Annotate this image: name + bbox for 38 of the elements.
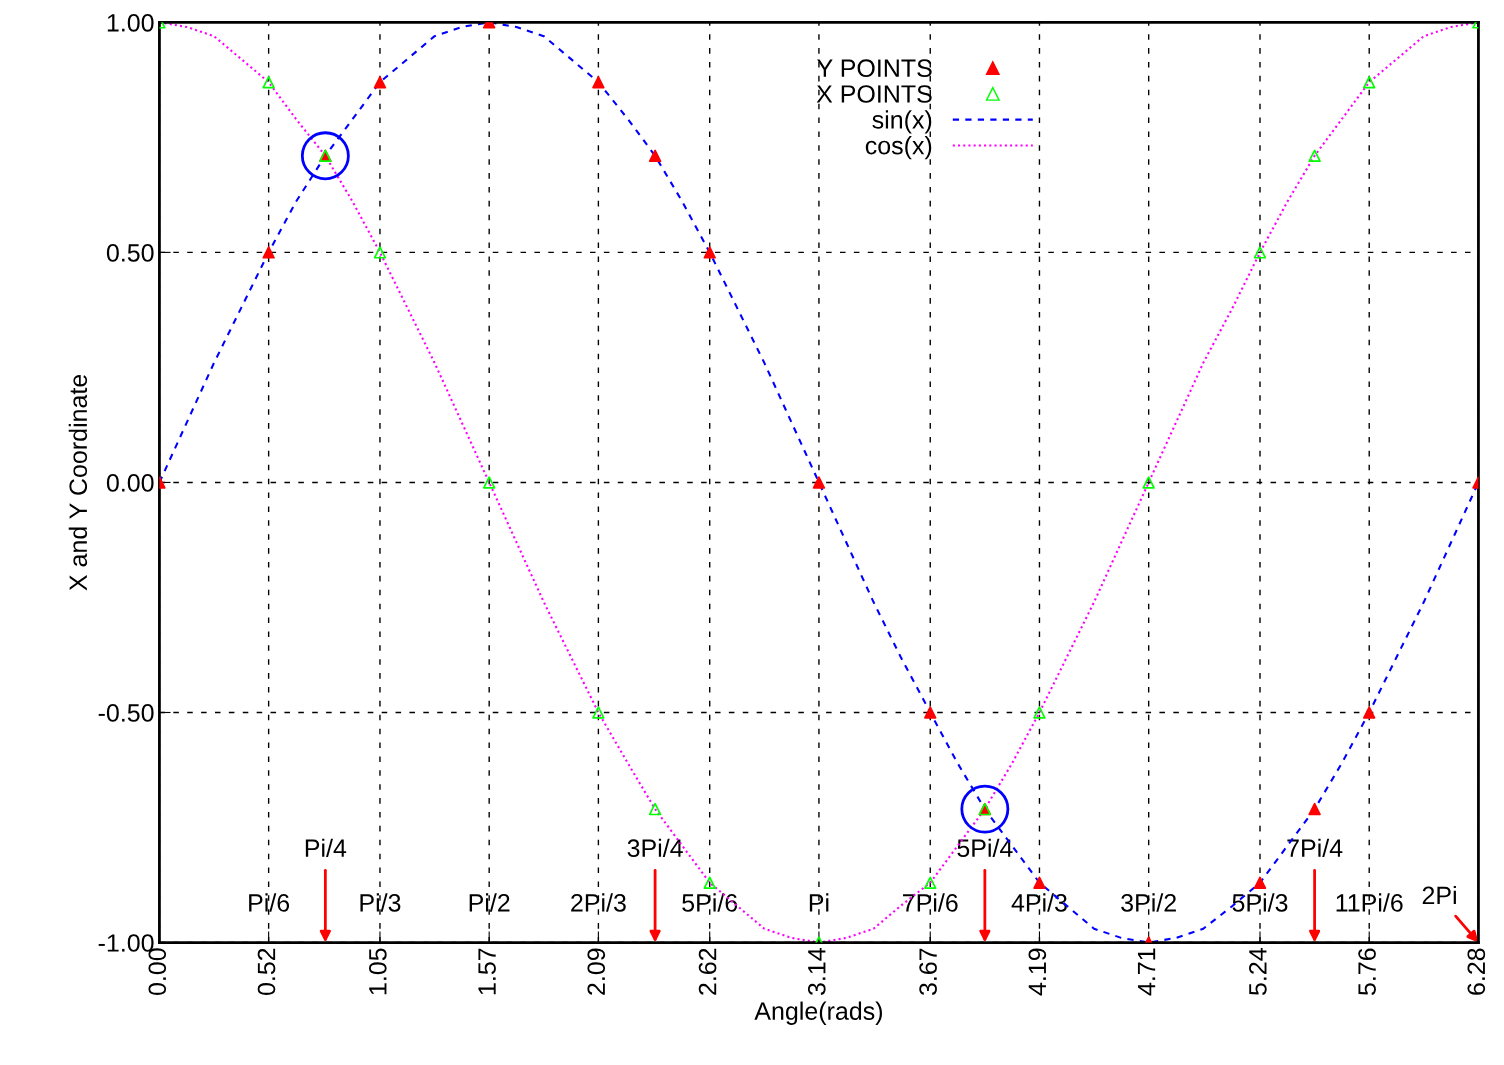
annotation: 11Pi/6 bbox=[1336, 893, 1403, 912]
x-tick-label: 3.14 bbox=[807, 948, 826, 996]
x-tick-label: 4.19 bbox=[1028, 948, 1047, 996]
annotation: 3Pi/4 bbox=[627, 838, 683, 858]
y-axis-title: X and Y Coordinate bbox=[68, 374, 88, 591]
x-tick-label: 4.71 bbox=[1137, 948, 1156, 996]
annotation: 4Pi/3 bbox=[1011, 893, 1067, 912]
x-tick-label: 6.28 bbox=[1467, 948, 1486, 995]
x-tick-label: 3.67 bbox=[919, 948, 937, 996]
annotation: 3Pi/2 bbox=[1121, 893, 1176, 912]
legend-label: cos(x) bbox=[865, 136, 932, 160]
x-tick-label: 2.62 bbox=[698, 948, 717, 995]
legend-label: X POINTS bbox=[816, 85, 932, 103]
annotation: 2Pi bbox=[1422, 885, 1456, 904]
x-tick-label: 5.76 bbox=[1358, 948, 1376, 996]
x-tick-label: 1.05 bbox=[368, 948, 387, 995]
x-tick-label: 2.09 bbox=[587, 948, 606, 995]
x-tick-label: 0.52 bbox=[257, 948, 276, 996]
annotation: 2Pi/3 bbox=[571, 893, 626, 912]
y-tick-label: 0.00 bbox=[106, 474, 154, 492]
annotation: 5Pi/3 bbox=[1232, 893, 1288, 912]
x-axis-title: Angle(rads) bbox=[754, 1001, 882, 1025]
annotation: Pi/4 bbox=[305, 838, 347, 858]
annotation: 7Pi/4 bbox=[1287, 838, 1343, 858]
annotation: Pi/2 bbox=[469, 893, 510, 912]
x-tick-label: 5.24 bbox=[1249, 948, 1267, 996]
annotation: Pi/3 bbox=[360, 893, 401, 912]
legend-label: sin(x) bbox=[872, 110, 932, 134]
x-tick-label: 1.57 bbox=[478, 948, 496, 995]
annotation: 5Pi/6 bbox=[682, 893, 738, 912]
annotation: 7Pi/6 bbox=[903, 893, 958, 912]
y-tick-label: 1.00 bbox=[107, 13, 154, 32]
annotation: Pi bbox=[809, 893, 829, 912]
annotation: 5Pi/4 bbox=[957, 838, 1013, 858]
legend-label: Y POINTS bbox=[817, 59, 932, 78]
y-tick-label: 0.50 bbox=[106, 244, 154, 262]
annotation: Pi/6 bbox=[249, 893, 290, 912]
y-tick-label: -0.50 bbox=[98, 704, 154, 722]
